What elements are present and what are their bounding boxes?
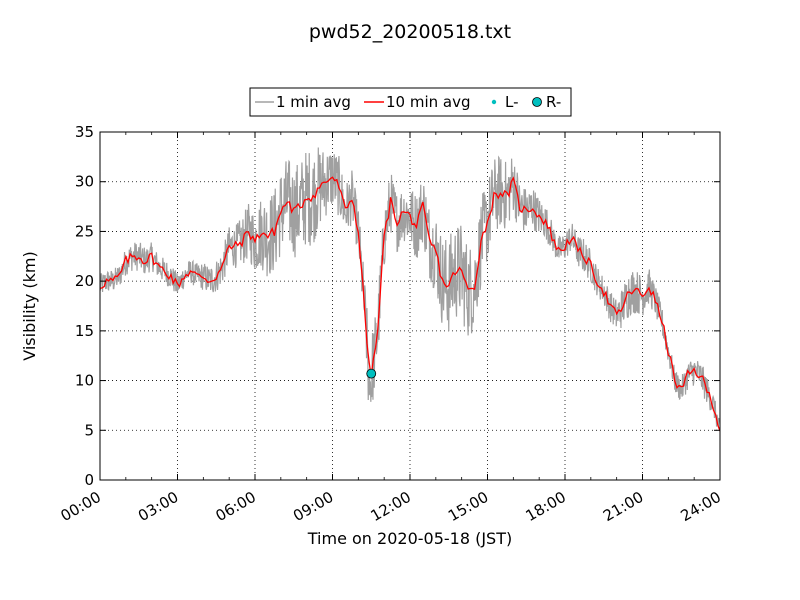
y-tick-label: 30 [75,173,94,191]
one-min-avg-series-layer [100,147,720,427]
y-tick-label: 0 [84,471,94,489]
ten-min-avg-series-layer [100,176,720,432]
legend-marker-l [491,99,497,105]
legend-label-one-min-avg: 1 min avg [276,93,351,111]
y-tick-label: 15 [75,322,94,340]
legend-marker-r [532,97,542,107]
ten-min-avg-line [100,176,720,432]
axis-ticks [99,131,721,481]
y-tick-label: 35 [75,123,94,141]
legend-box [249,87,572,117]
one-min-avg-line [100,147,720,427]
y-tick-label: 20 [75,272,94,290]
legend: 1 min avg 10 min avg L- R- [249,87,572,117]
grid-lines [100,132,720,480]
r-marker-point [366,368,377,379]
y-tick-label: 25 [75,222,94,240]
y-axis-label: Visibility (km) [20,251,39,360]
legend-label-ten-min-avg: 10 min avg [386,93,471,111]
legend-label-l: L- [505,93,519,111]
legend-label-r: R- [546,93,561,111]
marker-layer [366,368,377,379]
x-axis-label: Time on 2020-05-18 (JST) [307,529,512,548]
chart-title: pwd52_20200518.txt [309,21,511,43]
y-tick-label: 10 [75,372,94,390]
y-tick-label: 5 [84,421,94,439]
y-tick-labels: 0 5 10 15 20 25 30 35 [75,123,94,489]
